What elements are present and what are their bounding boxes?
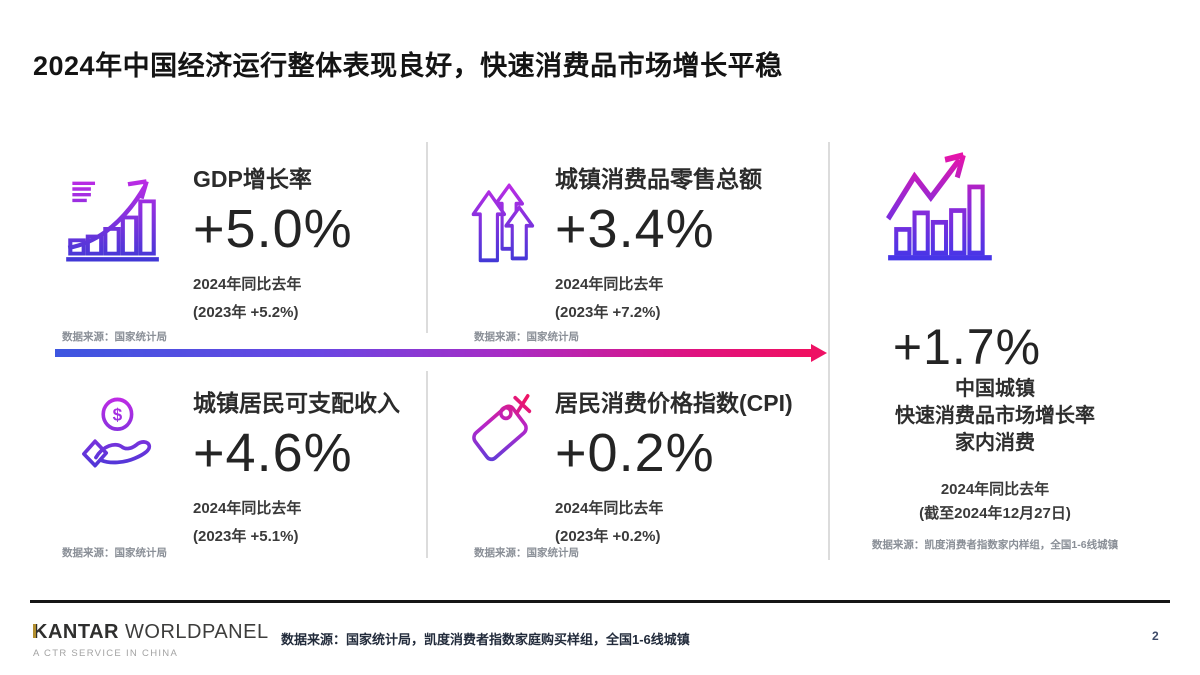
- logo-kantar-text: KANTAR: [33, 621, 119, 643]
- divider-vertical-right: [828, 142, 830, 560]
- timeline-gradient-arrow: [55, 344, 830, 362]
- arrow-head: [811, 344, 827, 362]
- divider-vertical-bottom: [426, 371, 428, 558]
- highlight-period: 2024年同比去年: [940, 481, 1050, 498]
- growth-bar-chart-icon: [60, 170, 163, 265]
- stat-value: +0.2%: [555, 423, 715, 483]
- highlight-source: 数据来源：凯度消费者指数家内样组，全国1-6线城镇: [871, 539, 1119, 551]
- stat-period: 2024年同比去年: [555, 500, 664, 517]
- stat-previous: (2023年 +5.1%): [193, 528, 299, 545]
- stat-source: 数据来源：国家统计局: [62, 331, 167, 343]
- stat-card-retail: 城镇消费品零售总额 +3.4% 2024年同比去年 (2023年 +7.2%): [458, 152, 828, 337]
- price-tag-icon: [458, 386, 542, 476]
- stat-title: GDP增长率: [193, 166, 312, 192]
- stat-previous: (2023年 +5.2%): [193, 304, 299, 321]
- highlight-label-line2: 快速消费品市场增长率: [895, 405, 1095, 427]
- trend-bar-chart-icon: [882, 148, 1004, 266]
- footer-source: 数据来源：国家统计局，凯度消费者指数家庭购买样组，全国1-6线城镇: [281, 632, 690, 647]
- stat-value: +4.6%: [193, 423, 353, 483]
- logo-gold-accent: [33, 624, 36, 638]
- stat-period: 2024年同比去年: [193, 500, 302, 517]
- divider-vertical-top: [426, 142, 428, 333]
- footer-divider: [30, 600, 1170, 603]
- stat-previous: (2023年 +0.2%): [555, 528, 661, 545]
- stat-period: 2024年同比去年: [193, 276, 302, 293]
- arrow-bar: [55, 349, 812, 357]
- highlight-label-line1: 中国城镇: [955, 378, 1035, 400]
- rising-arrows-icon: [467, 172, 545, 268]
- stat-source: 数据来源：国家统计局: [474, 331, 579, 343]
- page-title: 2024年中国经济运行整体表现良好，快速消费品市场增长平稳: [33, 51, 783, 81]
- logo-worldpanel-text: WORLDPANEL: [125, 621, 269, 643]
- stat-title: 城镇消费品零售总额: [555, 166, 762, 192]
- stat-previous: (2023年 +7.2%): [555, 304, 661, 321]
- highlight-label: 中国城镇 快速消费品市场增长率 家内消费: [830, 376, 1160, 457]
- highlight-label-line3: 家内消费: [955, 432, 1035, 454]
- fmcg-highlight-panel: +1.7% 中国城镇 快速消费品市场增长率 家内消费 2024年同比去年 (截至…: [830, 142, 1160, 562]
- highlight-value: +1.7%: [892, 319, 1042, 375]
- stat-source: 数据来源：国家统计局: [474, 547, 579, 559]
- logo-tagline: A CTR SERVICE IN CHINA: [33, 648, 179, 659]
- stat-card-gdp: GDP增长率 +5.0% 2024年同比去年 (2023年 +5.2%): [58, 152, 428, 337]
- stat-period: 2024年同比去年: [555, 276, 664, 293]
- stat-card-income: $ 城镇居民可支配收入 +4.6% 2024年同比去年 (2023年 +5.1%…: [58, 376, 428, 561]
- stat-value: +5.0%: [193, 199, 353, 259]
- stat-value: +3.4%: [555, 199, 715, 259]
- stat-title: 城镇居民可支配收入: [193, 390, 400, 416]
- stat-title: 居民消费价格指数(CPI): [555, 390, 793, 416]
- stat-source: 数据来源：国家统计局: [62, 547, 167, 559]
- hand-coin-icon: $: [77, 390, 163, 480]
- kantar-worldpanel-logo: KANTAR WORLDPANEL A CTR SERVICE IN CHINA: [33, 621, 269, 659]
- svg-text:$: $: [113, 404, 123, 424]
- page-number: 2: [1152, 629, 1159, 643]
- highlight-as-of: (截至2024年12月27日): [919, 505, 1071, 522]
- stat-card-cpi: 居民消费价格指数(CPI) +0.2% 2024年同比去年 (2023年 +0.…: [458, 376, 828, 561]
